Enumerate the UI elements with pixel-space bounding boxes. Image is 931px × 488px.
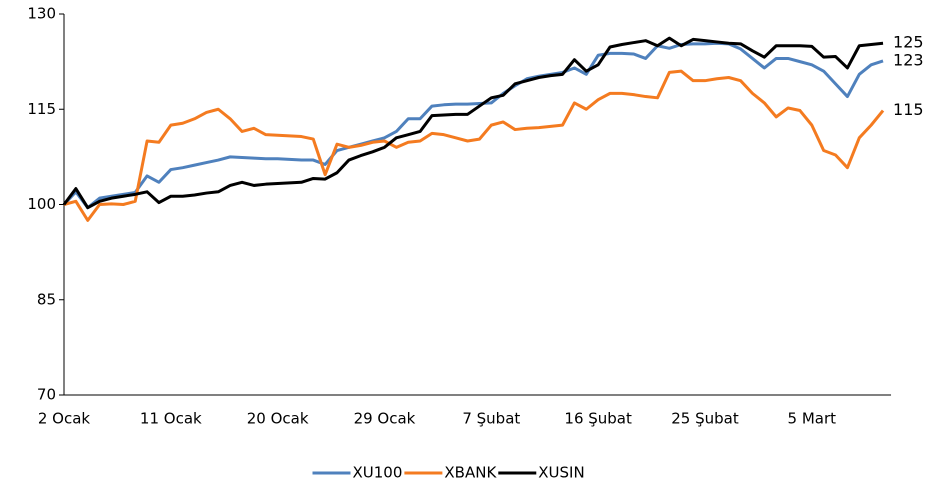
legend-label: XUSIN	[538, 464, 584, 482]
value-label: 125	[893, 33, 924, 52]
x-tick-label: 29 Ocak	[354, 410, 416, 428]
legend-label: XBANK	[444, 464, 497, 482]
value-label: 115	[893, 100, 924, 119]
y-tick-label: 130	[27, 5, 56, 23]
x-tick-label: 2 Ocak	[38, 410, 91, 428]
y-tick-label: 85	[37, 290, 56, 308]
y-tick-label: 115	[27, 100, 56, 118]
series-line	[63, 69, 885, 222]
series-line	[62, 41, 884, 210]
x-tick-label: 25 Şubat	[671, 410, 739, 428]
x-tick-label: 5 Mart	[788, 410, 837, 428]
x-tick-label: 11 Ocak	[140, 410, 202, 428]
series-line	[62, 36, 884, 210]
x-tick-label: 20 Ocak	[247, 410, 309, 428]
x-tick-label: 7 Şubat	[462, 410, 520, 428]
legend-label: XU100	[353, 464, 403, 482]
x-tick-label: 16 Şubat	[564, 410, 632, 428]
y-tick-label: 70	[37, 386, 56, 404]
value-label: 123	[893, 50, 924, 69]
y-tick-label: 100	[27, 195, 56, 213]
